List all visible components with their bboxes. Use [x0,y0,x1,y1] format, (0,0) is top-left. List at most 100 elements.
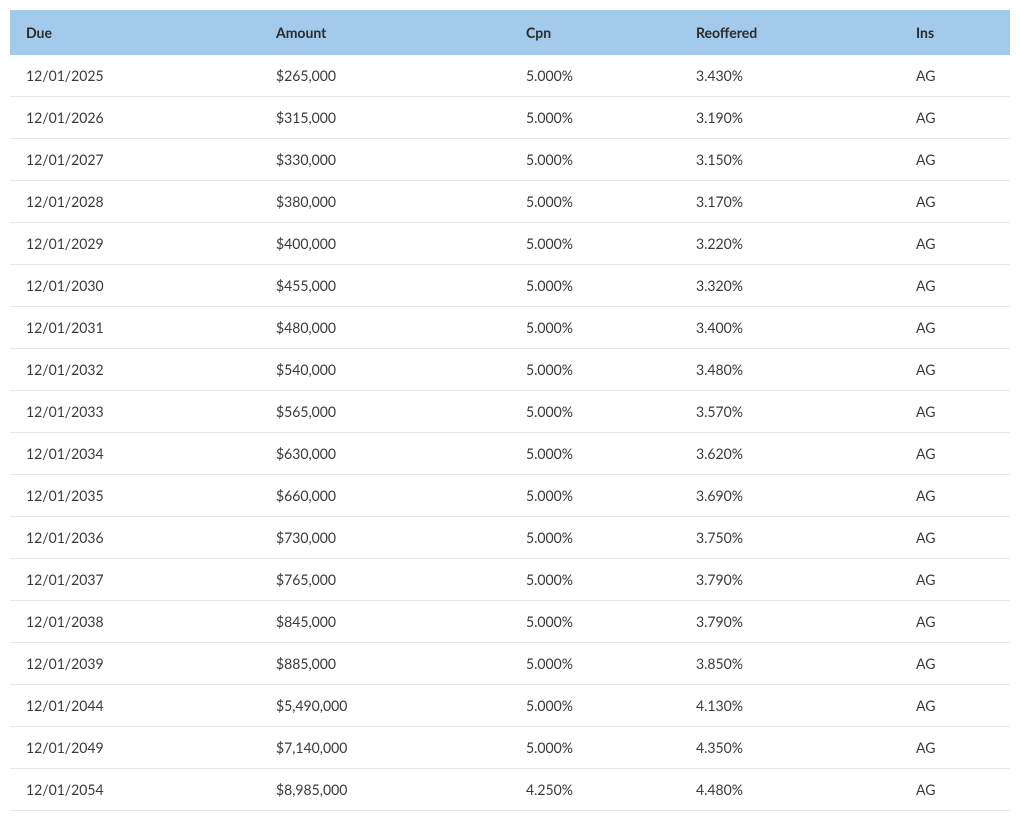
cell-ins: AG [910,181,1010,223]
cell-due: 12/01/2036 [10,517,270,559]
cell-amount: $400,000 [270,223,520,265]
cell-cpn: 5.000% [520,517,690,559]
cell-due: 12/01/2032 [10,349,270,391]
bond-schedule-table: DueAmountCpnReofferedIns 12/01/2025$265,… [10,10,1010,811]
cell-reoffered: 3.220% [690,223,910,265]
table-row: 12/01/2034$630,0005.000%3.620%AG [10,433,1010,475]
cell-ins: AG [910,727,1010,769]
cell-due: 12/01/2038 [10,601,270,643]
col-header-amount[interactable]: Amount [270,10,520,55]
table-row: 12/01/2039$885,0005.000%3.850%AG [10,643,1010,685]
cell-cpn: 5.000% [520,223,690,265]
table-row: 12/01/2037$765,0005.000%3.790%AG [10,559,1010,601]
cell-ins: AG [910,559,1010,601]
cell-amount: $330,000 [270,139,520,181]
table-row: 12/01/2035$660,0005.000%3.690%AG [10,475,1010,517]
cell-reoffered: 3.690% [690,475,910,517]
table-row: 12/01/2038$845,0005.000%3.790%AG [10,601,1010,643]
cell-ins: AG [910,391,1010,433]
cell-cpn: 5.000% [520,433,690,475]
cell-due: 12/01/2035 [10,475,270,517]
cell-due: 12/01/2028 [10,181,270,223]
cell-due: 12/01/2044 [10,685,270,727]
table-row: 12/01/2027$330,0005.000%3.150%AG [10,139,1010,181]
table-header: DueAmountCpnReofferedIns [10,10,1010,55]
cell-due: 12/01/2049 [10,727,270,769]
cell-cpn: 5.000% [520,349,690,391]
cell-amount: $730,000 [270,517,520,559]
table-row: 12/01/2030$455,0005.000%3.320%AG [10,265,1010,307]
cell-reoffered: 3.150% [690,139,910,181]
table-row: 12/01/2036$730,0005.000%3.750%AG [10,517,1010,559]
cell-amount: $265,000 [270,55,520,97]
cell-reoffered: 4.130% [690,685,910,727]
cell-ins: AG [910,475,1010,517]
cell-ins: AG [910,685,1010,727]
cell-cpn: 5.000% [520,643,690,685]
cell-cpn: 5.000% [520,559,690,601]
cell-due: 12/01/2034 [10,433,270,475]
cell-ins: AG [910,307,1010,349]
cell-reoffered: 3.430% [690,55,910,97]
cell-amount: $540,000 [270,349,520,391]
cell-ins: AG [910,643,1010,685]
cell-due: 12/01/2026 [10,97,270,139]
cell-due: 12/01/2030 [10,265,270,307]
cell-cpn: 4.250% [520,769,690,811]
cell-due: 12/01/2031 [10,307,270,349]
cell-cpn: 5.000% [520,139,690,181]
cell-amount: $765,000 [270,559,520,601]
cell-reoffered: 3.620% [690,433,910,475]
col-header-due[interactable]: Due [10,10,270,55]
cell-amount: $480,000 [270,307,520,349]
cell-cpn: 5.000% [520,307,690,349]
table-row: 12/01/2026$315,0005.000%3.190%AG [10,97,1010,139]
cell-amount: $5,490,000 [270,685,520,727]
col-header-reoffered[interactable]: Reoffered [690,10,910,55]
cell-due: 12/01/2027 [10,139,270,181]
cell-reoffered: 3.750% [690,517,910,559]
table-row: 12/01/2044$5,490,0005.000%4.130%AG [10,685,1010,727]
cell-ins: AG [910,55,1010,97]
cell-reoffered: 3.570% [690,391,910,433]
cell-reoffered: 3.790% [690,559,910,601]
cell-cpn: 5.000% [520,55,690,97]
cell-amount: $630,000 [270,433,520,475]
cell-ins: AG [910,769,1010,811]
cell-due: 12/01/2039 [10,643,270,685]
cell-cpn: 5.000% [520,97,690,139]
cell-ins: AG [910,517,1010,559]
cell-ins: AG [910,97,1010,139]
table-row: 12/01/2054$8,985,0004.250%4.480%AG [10,769,1010,811]
table-row: 12/01/2029$400,0005.000%3.220%AG [10,223,1010,265]
cell-reoffered: 4.350% [690,727,910,769]
cell-cpn: 5.000% [520,181,690,223]
table-row: 12/01/2031$480,0005.000%3.400%AG [10,307,1010,349]
cell-ins: AG [910,433,1010,475]
cell-amount: $380,000 [270,181,520,223]
table-row: 12/01/2049$7,140,0005.000%4.350%AG [10,727,1010,769]
cell-reoffered: 3.850% [690,643,910,685]
cell-ins: AG [910,265,1010,307]
cell-amount: $7,140,000 [270,727,520,769]
cell-ins: AG [910,601,1010,643]
cell-cpn: 5.000% [520,475,690,517]
cell-reoffered: 3.400% [690,307,910,349]
cell-ins: AG [910,223,1010,265]
cell-reoffered: 3.480% [690,349,910,391]
col-header-cpn[interactable]: Cpn [520,10,690,55]
cell-amount: $660,000 [270,475,520,517]
table-row: 12/01/2028$380,0005.000%3.170%AG [10,181,1010,223]
table-body: 12/01/2025$265,0005.000%3.430%AG12/01/20… [10,55,1010,811]
cell-due: 12/01/2029 [10,223,270,265]
cell-amount: $565,000 [270,391,520,433]
cell-reoffered: 3.320% [690,265,910,307]
cell-reoffered: 3.170% [690,181,910,223]
cell-amount: $885,000 [270,643,520,685]
cell-amount: $315,000 [270,97,520,139]
cell-cpn: 5.000% [520,601,690,643]
col-header-ins[interactable]: Ins [910,10,1010,55]
cell-ins: AG [910,139,1010,181]
cell-due: 12/01/2054 [10,769,270,811]
cell-amount: $845,000 [270,601,520,643]
